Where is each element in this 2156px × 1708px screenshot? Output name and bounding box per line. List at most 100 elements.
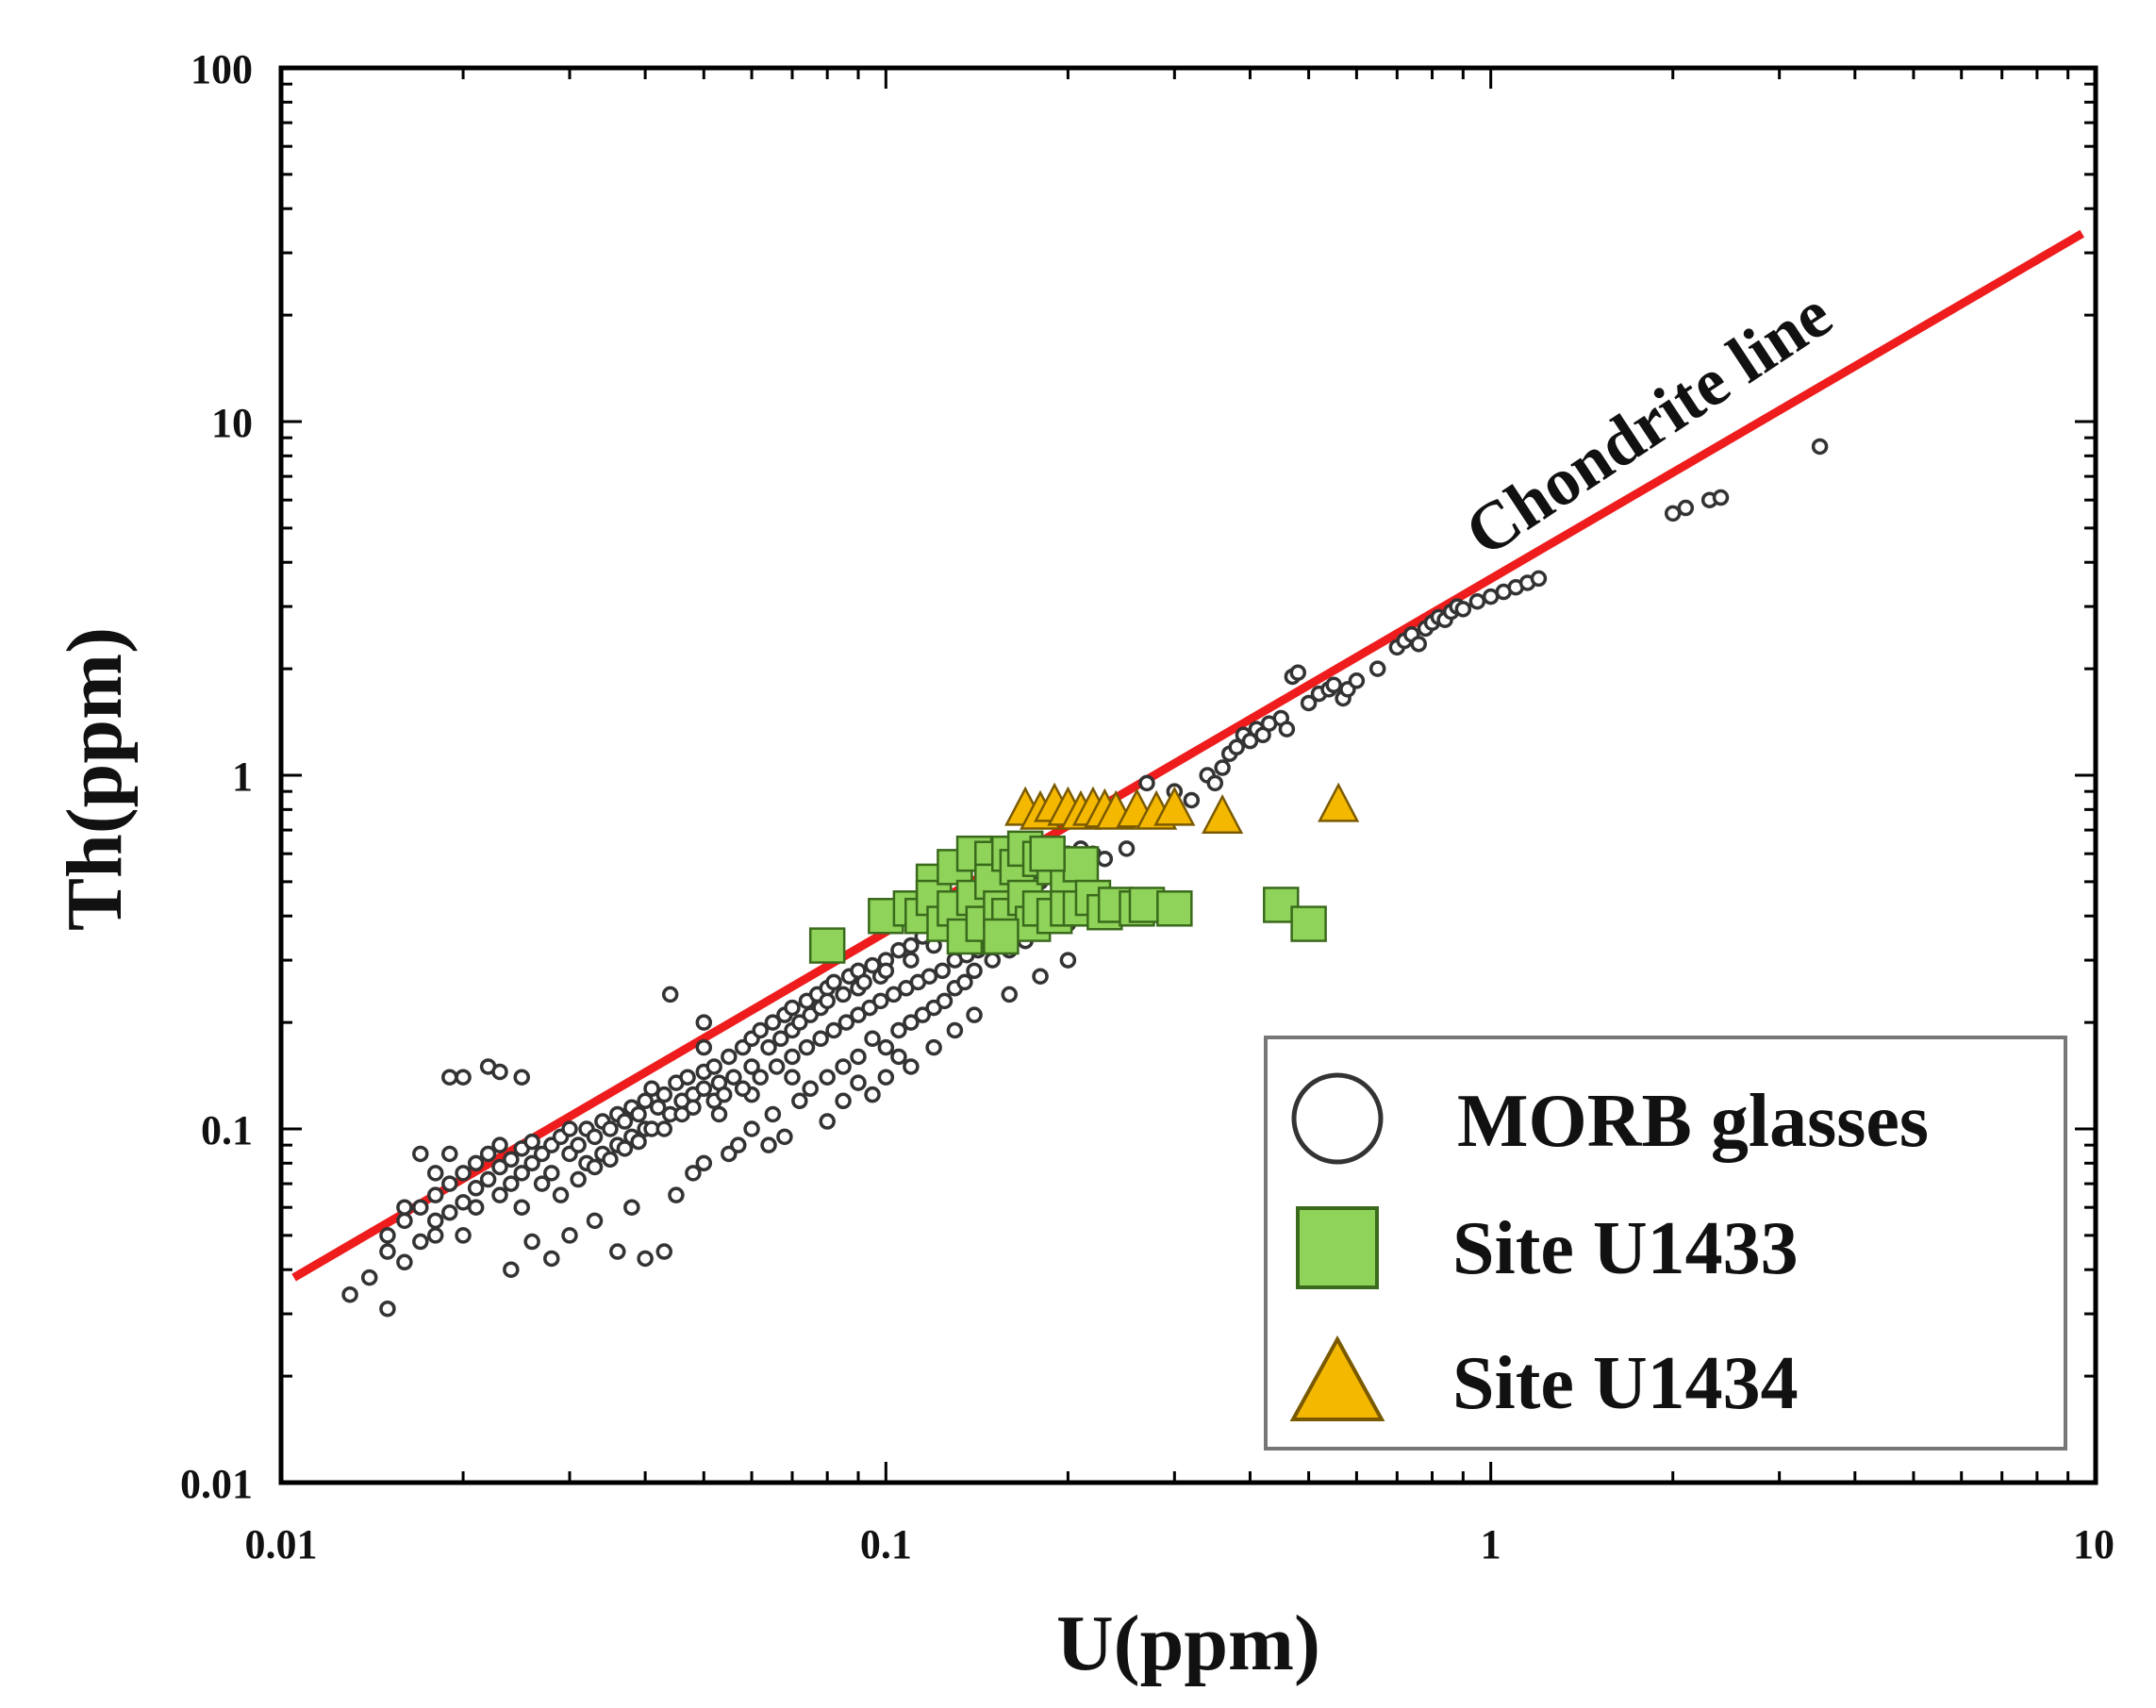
morb-point [835,1092,852,1110]
morb-point [441,1203,458,1221]
legend-label-u1434: Site U1434 [1452,1342,1799,1425]
y-tick-label: 0.01 [180,1461,253,1507]
morb-point [533,1145,551,1163]
morb-point [503,1175,520,1192]
morb-point [1228,738,1245,756]
morb-point [379,1300,396,1318]
morb-point [602,1120,619,1137]
morb-point [543,1165,560,1182]
morb-point [920,968,938,985]
morb-point [784,1048,801,1066]
morb-point [1206,774,1224,792]
morb-point [513,1165,530,1182]
y-tick-label: 0.1 [201,1107,253,1153]
morb-point [864,956,881,974]
morb-point [1096,850,1114,868]
morb-point [523,1133,540,1151]
y-axis-title: Th(ppm) [51,627,139,931]
morb-point [752,1021,769,1039]
morb-point [586,1128,604,1146]
morb-point [825,973,842,991]
morb-point [426,1212,444,1230]
legend-square-icon [1296,1206,1379,1289]
legend-label-morb: MORB glasses [1457,1080,1929,1163]
morb-point [1712,489,1730,506]
morb-point [791,1092,808,1110]
morb-point [966,1006,983,1023]
morb-point [784,999,801,1017]
morb-point [1032,968,1049,985]
reference-line-layer [291,229,2084,1282]
morb-point [616,1140,634,1157]
morb-point [936,992,954,1010]
morb-point [649,1099,667,1116]
legend-item-u1434: Site U1434 [1289,1335,1799,1425]
morb-point [561,1120,578,1137]
morb-point [426,1227,444,1244]
morb-point [623,1199,640,1216]
morb-point [864,1086,881,1103]
morb-point [835,1058,852,1075]
morb-point [705,1058,722,1075]
morb-point [890,1021,907,1039]
morb-point [685,1099,702,1116]
morb-point [655,1120,673,1137]
morb-point [1183,791,1201,809]
morb-point [503,1261,520,1278]
morb-point [1214,759,1231,776]
morb-point [396,1253,413,1271]
morb-point [655,1086,673,1103]
morb-point [934,962,951,980]
morb-point [966,962,983,980]
morb-point [467,1154,485,1172]
morb-point [715,1086,733,1103]
morb-point [1468,592,1486,610]
u1433-point [1062,846,1100,883]
morb-point [956,973,973,991]
x-tick-label: 0.01 [245,1521,318,1567]
morb-point [616,1113,634,1130]
morb-point [1300,694,1318,712]
morb-point [491,1158,508,1176]
legend: MORB glasses Site U1433 Site U1434 [1264,1036,2067,1451]
morb-point [491,1136,508,1153]
morb-point [1289,664,1306,681]
morb-point [695,1080,713,1098]
morb-point [903,952,920,969]
chondrite-line [291,229,2084,1282]
legend-triangle-icon [1289,1335,1385,1421]
morb-point [819,1113,836,1130]
morb-point [441,1069,458,1086]
morb-point [523,1233,540,1251]
morb-point [871,992,889,1010]
morb-point [1001,986,1018,1003]
morb-point [396,1199,413,1216]
morb-point [570,1136,587,1153]
morb-point [455,1165,472,1182]
legend-label-u1433: Site U1433 [1452,1207,1799,1290]
morb-point [503,1151,520,1169]
morb-point [772,1030,789,1048]
morb-point [637,1250,654,1268]
morb-point [668,1186,685,1203]
morb-point [1241,732,1259,750]
morb-point [630,1133,647,1151]
morb-point [877,1069,895,1086]
morb-point [341,1285,358,1303]
morb-point [379,1227,396,1244]
morb-point [784,1069,801,1086]
morb-point [523,1154,540,1172]
u1433-points-layer [808,830,1327,964]
morb-point [903,1058,920,1075]
morb-point [479,1170,497,1188]
morb-point [655,1243,673,1260]
morb-point [441,1145,458,1163]
morb-point [396,1212,413,1230]
morb-point [1278,721,1296,738]
morb-point [441,1175,458,1192]
morb-point [730,1136,747,1153]
morb-point [850,1074,867,1091]
legend-item-u1433: Site U1433 [1296,1206,1799,1290]
morb-point [743,1058,760,1075]
morb-point [802,1080,819,1098]
